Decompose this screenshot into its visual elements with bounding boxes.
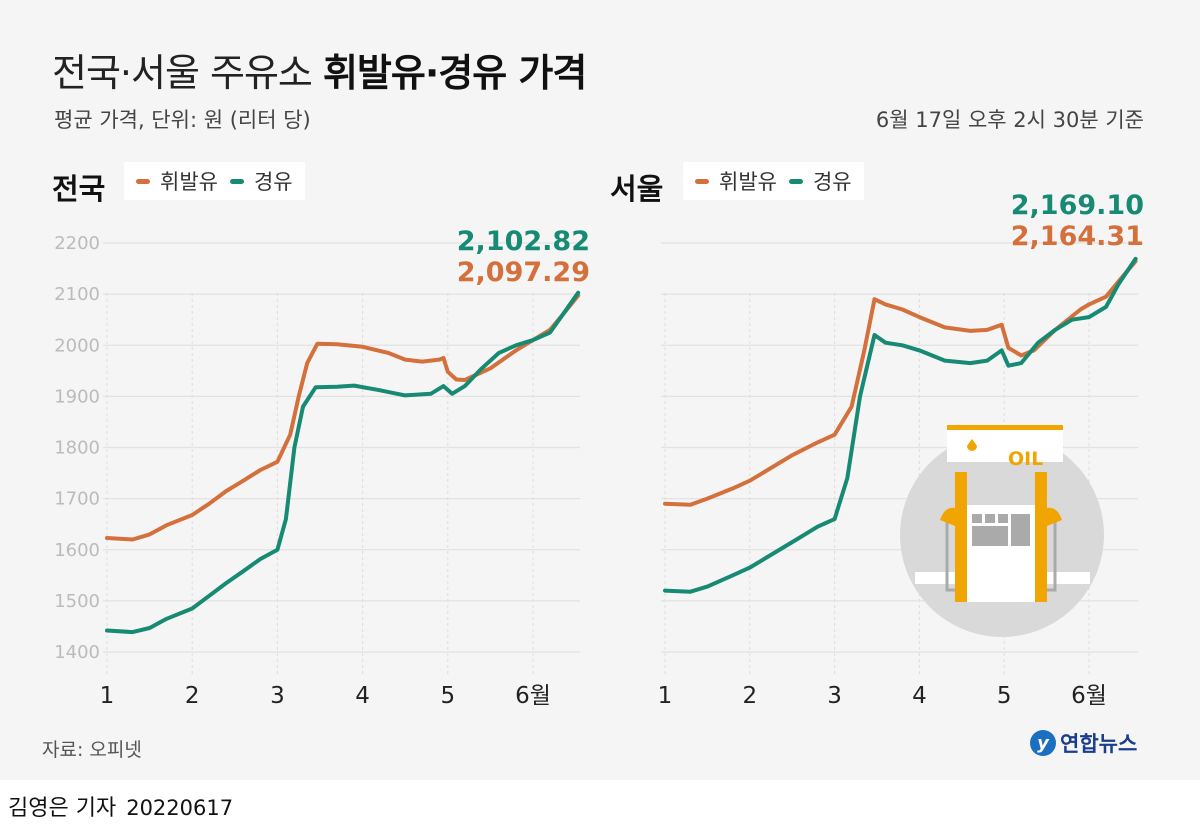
gas-pump-oil-icon: OIL bbox=[900, 425, 1104, 637]
x-tick-label: 6월 bbox=[515, 683, 551, 709]
region-title-seoul: 서울 bbox=[610, 172, 664, 206]
legend-gasoline: 휘발유 bbox=[719, 170, 777, 194]
x-tick-label: 2 bbox=[185, 683, 200, 709]
chart-1: 1 2 3 4 5 6월 bbox=[658, 242, 1138, 709]
line-charts: 1 2 3 4 5 6월 2200 2100 2000 1900 1800 1700 1600 1500 1… bbox=[54, 233, 1138, 709]
diesel-line bbox=[105, 290, 581, 635]
x-tick-label: 1 bbox=[658, 683, 673, 709]
x-tick-label: 3 bbox=[270, 683, 285, 709]
legend-diesel: 경유 bbox=[812, 170, 852, 194]
y-tick-label: 2000 bbox=[54, 335, 100, 356]
seoul-diesel-value: 2,169.10 bbox=[1010, 190, 1144, 221]
legend-gasoline: 휘발유 bbox=[160, 170, 218, 194]
byline: 김영은 기자 20220617 bbox=[8, 790, 233, 822]
subtitle: 평균 가격, 단위: 원 (리터 당) bbox=[54, 108, 311, 132]
chart-panel bbox=[0, 0, 1200, 780]
page-title: 전국·서울 주유소 휘발유·경유 가격 bbox=[52, 42, 587, 97]
basis-time: 6월 17일 오후 2시 30분 기준 bbox=[875, 108, 1144, 132]
title-light: 전국·서울 주유소 bbox=[52, 51, 323, 95]
gasoline-swatch bbox=[136, 178, 150, 184]
y-tick-label: 2100 bbox=[54, 284, 100, 305]
seoul-gasoline-value: 2,164.31 bbox=[1010, 221, 1144, 252]
logo-mark: y bbox=[1030, 730, 1056, 756]
diesel-line bbox=[663, 256, 1138, 594]
x-tick-label: 6월 bbox=[1071, 683, 1107, 709]
x-tick-label: 4 bbox=[355, 683, 370, 709]
gasoline-line bbox=[105, 293, 581, 542]
x-tick-label: 5 bbox=[440, 683, 455, 709]
y-tick-label: 2200 bbox=[54, 233, 100, 254]
y-tick-label: 1600 bbox=[54, 540, 100, 561]
gasoline-swatch bbox=[695, 178, 709, 184]
date: 20220617 bbox=[126, 796, 234, 820]
legend-diesel: 경유 bbox=[253, 170, 293, 194]
source: 자료: 오피넷 bbox=[42, 739, 142, 761]
y-tick-label: 1900 bbox=[54, 386, 100, 407]
legend-national: 휘발유 경유 bbox=[124, 162, 305, 200]
legend-seoul: 휘발유 경유 bbox=[683, 162, 864, 200]
oil-text: OIL bbox=[1008, 448, 1043, 470]
gasoline-line bbox=[663, 259, 1138, 507]
y-tick-label: 1800 bbox=[54, 438, 100, 459]
region-title-national: 전국 bbox=[52, 172, 106, 206]
x-tick-label: 2 bbox=[742, 683, 757, 709]
diesel-swatch bbox=[788, 178, 803, 184]
diesel-swatch bbox=[229, 178, 244, 184]
y-tick-label: 1400 bbox=[54, 642, 100, 663]
y-tick-label: 1700 bbox=[54, 489, 100, 510]
logo-text: 연합뉴스 bbox=[1060, 732, 1138, 756]
y-tick-label: 1500 bbox=[54, 591, 100, 612]
x-tick-label: 1 bbox=[100, 683, 115, 709]
x-tick-label: 4 bbox=[912, 683, 927, 709]
title-bold: 휘발유·경유 가격 bbox=[322, 51, 587, 95]
yonhap-logo: y 연합뉴스 bbox=[1030, 728, 1137, 758]
x-tick-label: 5 bbox=[997, 683, 1012, 709]
chart-0: 1 2 3 4 5 6월 2200 2100 2000 1900 1800 1700 1600 1500 1… bbox=[54, 233, 581, 709]
national-gasoline-value: 2,097.29 bbox=[456, 257, 590, 288]
national-diesel-value: 2,102.82 bbox=[456, 226, 590, 257]
author: 김영은 기자 bbox=[8, 796, 117, 821]
x-tick-label: 3 bbox=[827, 683, 842, 709]
